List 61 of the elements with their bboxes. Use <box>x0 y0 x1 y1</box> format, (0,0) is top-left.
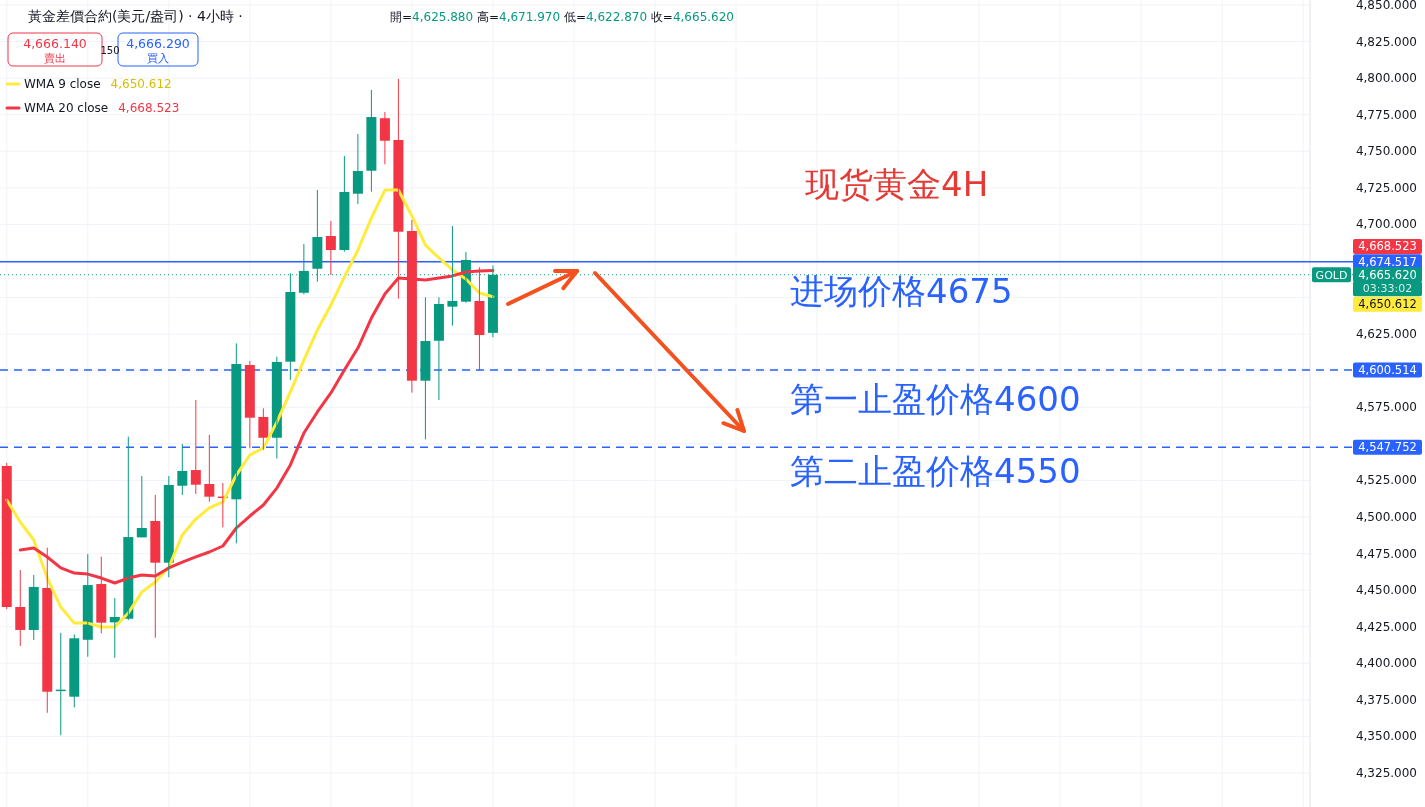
y-tick-label: 4,450.000 <box>1355 583 1417 598</box>
candlestick <box>15 569 26 647</box>
legend-label: WMA 9 close <box>24 77 101 91</box>
candlestick <box>366 89 377 193</box>
y-tick-label: 4,800.000 <box>1355 71 1417 86</box>
price-tag: 4,600.514 <box>1353 362 1422 378</box>
candlestick <box>42 547 53 714</box>
y-tick-label: 4,525.000 <box>1355 473 1417 488</box>
annotation: 第一止盈价格4600 <box>790 379 1081 419</box>
candlestick <box>28 574 39 641</box>
legend-label: WMA 20 close <box>24 101 109 115</box>
ref-line-label: 4,674.517 <box>1358 254 1417 269</box>
candlestick <box>474 266 485 372</box>
candlestick <box>258 407 269 451</box>
y-tick-label: 4,325.000 <box>1355 766 1417 781</box>
y-tick-label: 4,850.000 <box>1355 0 1417 12</box>
candlestick <box>150 494 161 639</box>
price-tag: 4,668.523 <box>1353 239 1422 254</box>
candlestick <box>177 443 188 496</box>
candlestick <box>447 225 458 327</box>
annotation: 4,668.523 <box>118 101 180 115</box>
text: 黃金差價合約(美元/盎司) · 4小時 · <box>28 8 243 24</box>
candlestick <box>96 556 107 634</box>
y-tick-label: 4,775.000 <box>1355 107 1417 122</box>
annotation: 4,666.140 <box>23 36 87 51</box>
ref-line-label: 4,547.752 <box>1358 440 1417 455</box>
countdown-tag: 03:33:02 <box>1353 281 1422 297</box>
annotation: 4,650.612 <box>110 77 172 91</box>
y-tick-label: 4,475.000 <box>1355 546 1417 561</box>
y-tick-label: 4,350.000 <box>1355 729 1417 744</box>
candlestick <box>339 155 350 253</box>
annotation: 開=4,625.880 高=4,671.970 低=4,622.870 收=4,665.620 <box>390 10 734 24</box>
y-tick-label: 4,575.000 <box>1355 400 1417 415</box>
y-tick-label: 4,700.000 <box>1355 217 1417 232</box>
symbol-tag: GOLD <box>1312 267 1351 283</box>
annotation: 買入 <box>147 52 169 65</box>
candlestick <box>244 360 255 449</box>
annotation: 现货黄金4H <box>805 164 989 204</box>
ref-line-label: 4,665.620 <box>1358 267 1417 282</box>
y-tick-label: 4,375.000 <box>1355 692 1417 707</box>
candlestick <box>420 296 431 440</box>
candlestick <box>190 399 201 495</box>
candlestick <box>204 434 215 503</box>
price-tag: 4,650.612 <box>1353 296 1422 312</box>
y-tick-label: 4,500.000 <box>1355 510 1417 525</box>
legend-item: WMA 9 close <box>5 77 101 91</box>
annotation: 第二止盈价格4550 <box>790 451 1081 491</box>
annotation: 4,666.290 <box>126 36 190 51</box>
y-tick-label: 4,625.000 <box>1355 327 1417 342</box>
annotation: 进场价格4675 <box>790 271 1013 311</box>
price-tag: 4,547.752 <box>1353 439 1422 455</box>
y-tick-label: 4,750.000 <box>1355 144 1417 159</box>
y-tick-label: 4,425.000 <box>1355 619 1417 634</box>
legend-item: WMA 20 close <box>5 101 109 115</box>
annotation: 150 <box>100 45 120 56</box>
y-tick-label: 4,725.000 <box>1355 180 1417 195</box>
ref-line-label: 4,600.514 <box>1358 362 1417 377</box>
y-tick-label: 4,825.000 <box>1355 34 1417 49</box>
candlestick <box>69 633 80 708</box>
annotation: 賣出 <box>44 52 66 65</box>
y-tick-label: 4,400.000 <box>1355 656 1417 671</box>
